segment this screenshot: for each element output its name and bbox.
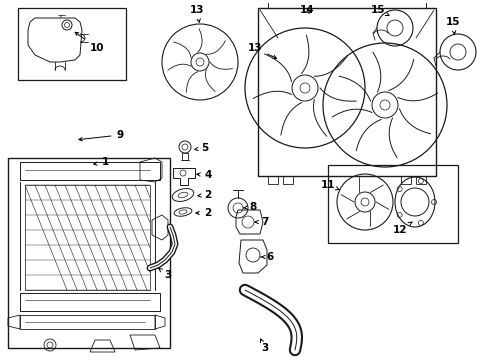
- Text: 4: 4: [197, 170, 212, 180]
- Text: 1: 1: [94, 157, 109, 167]
- Bar: [25, 185, 150, 290]
- Text: 13: 13: [248, 43, 276, 58]
- Bar: [8, 158, 170, 348]
- Bar: [20, 162, 160, 180]
- Text: 3: 3: [261, 339, 269, 353]
- Bar: [401, 176, 411, 184]
- Text: 14: 14: [300, 5, 314, 15]
- Text: 13: 13: [190, 5, 204, 22]
- Bar: [328, 165, 458, 243]
- Text: 10: 10: [75, 32, 104, 53]
- Text: 11: 11: [321, 180, 339, 190]
- Bar: [268, 176, 278, 184]
- Bar: [20, 315, 155, 329]
- Text: 2: 2: [196, 208, 212, 218]
- Text: 12: 12: [393, 222, 413, 235]
- Text: 15: 15: [446, 17, 460, 34]
- Text: 5: 5: [195, 143, 209, 153]
- Text: 2: 2: [198, 190, 212, 200]
- Text: 15: 15: [371, 5, 389, 15]
- Bar: [20, 293, 160, 311]
- Bar: [416, 176, 426, 184]
- Bar: [258, 8, 436, 176]
- Bar: [182, 153, 188, 160]
- Text: 7: 7: [255, 217, 269, 227]
- Text: 6: 6: [261, 252, 273, 262]
- Bar: [18, 8, 126, 80]
- Text: 3: 3: [159, 269, 171, 280]
- Text: 9: 9: [79, 130, 123, 141]
- Bar: [283, 176, 293, 184]
- Text: 8: 8: [244, 202, 257, 212]
